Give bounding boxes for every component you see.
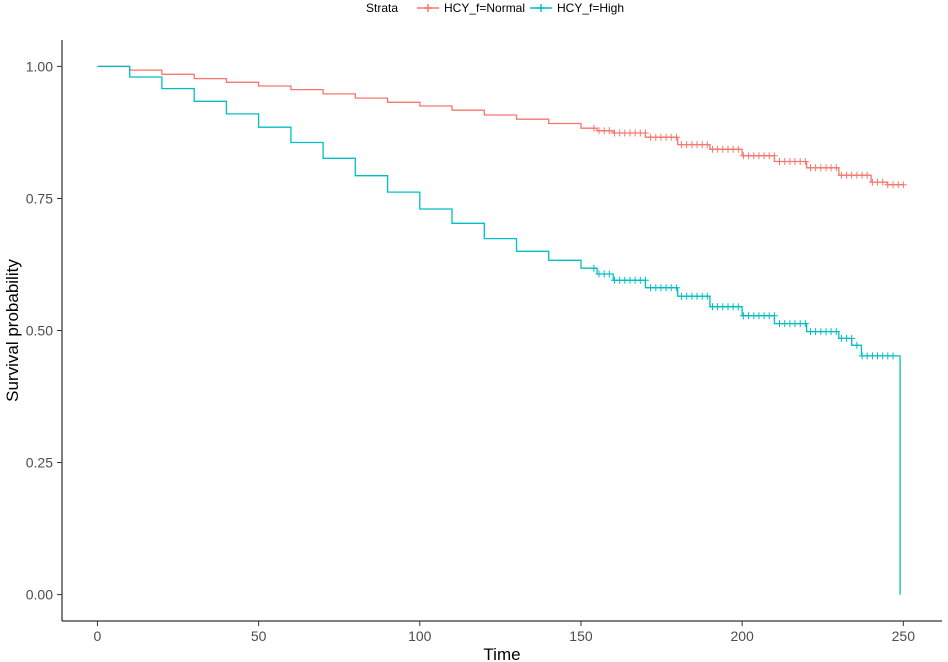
x-tick-label: 200: [730, 628, 754, 644]
censor-mark: [832, 328, 840, 336]
censor-mark: [605, 127, 613, 135]
series-line-hcy-f-high: [97, 65, 901, 595]
legend-key-hcy-f-high: [530, 4, 552, 12]
x-tick-label: 100: [408, 628, 432, 644]
censor-mark: [703, 292, 711, 300]
legend-label-hcy-f-normal: HCY_f=Normal: [444, 1, 525, 15]
censor-mark: [770, 312, 778, 320]
censor-mark: [590, 264, 598, 272]
axes: 0 50 100 150 200 250 0.00 0.25 0.50 0.75 1.00: [26, 40, 942, 644]
censor-mark: [703, 141, 711, 149]
y-tick-label: 0.50: [26, 323, 53, 339]
series-line-hcy-f-normal: [97, 65, 904, 186]
series-layer: [97, 65, 907, 595]
censor-marks-hcy-f-normal: [590, 124, 907, 189]
y-tick-label: 0.75: [26, 190, 53, 206]
x-tick-label: 0: [94, 628, 102, 644]
x-axis-title: Time: [483, 645, 520, 662]
legend-title: Strata: [366, 1, 398, 15]
censor-mark: [832, 164, 840, 172]
y-tick-label: 0.00: [26, 587, 53, 603]
censor-mark: [641, 276, 649, 284]
censor-mark: [672, 133, 680, 141]
censor-mark: [801, 320, 809, 328]
censor-mark: [590, 124, 598, 132]
censor-mark: [605, 270, 613, 278]
censor-mark: [848, 334, 856, 342]
x-tick-label: 50: [251, 628, 267, 644]
y-tick-label: 0.25: [26, 455, 53, 471]
censor-mark: [879, 178, 887, 186]
y-axis-title: Survival probability: [3, 259, 22, 402]
legend: Strata HCY_f=Normal HCY_f=High: [366, 1, 624, 15]
censor-mark: [899, 181, 907, 189]
legend-label-hcy-f-high: HCY_f=High: [557, 1, 624, 15]
censor-mark: [770, 152, 778, 160]
censor-mark: [801, 158, 809, 165]
censor-mark: [734, 303, 742, 311]
censor-mark: [734, 145, 742, 153]
censor-mark: [863, 171, 871, 179]
censor-marks-hcy-f-high: [590, 264, 897, 360]
y-tick-label: 1.00: [26, 58, 53, 74]
censor-mark: [889, 352, 897, 360]
censor-mark: [672, 284, 680, 292]
censor-mark: [641, 129, 649, 137]
censor-mark: [853, 341, 861, 349]
x-tick-label: 150: [569, 628, 593, 644]
x-tick-label: 250: [892, 628, 916, 644]
legend-key-hcy-f-normal: [417, 4, 439, 12]
